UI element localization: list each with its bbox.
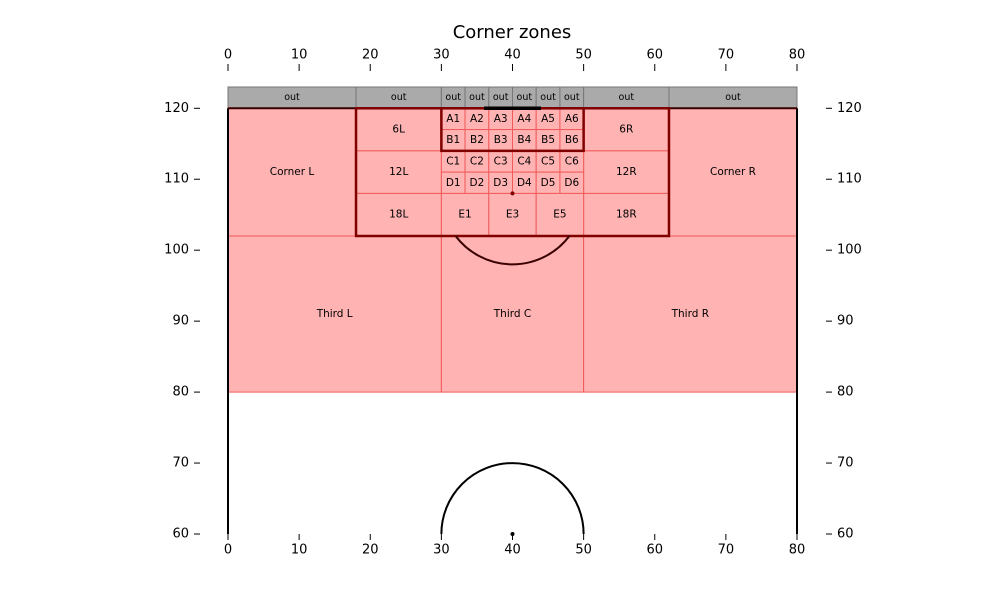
zone-label: Third C bbox=[493, 308, 531, 320]
y-tick-label: 60 bbox=[837, 527, 854, 542]
zone-label: A6 bbox=[565, 113, 579, 125]
x-tick-label: 50 bbox=[575, 48, 592, 63]
zone-label: C3 bbox=[494, 156, 508, 168]
zone-label: C2 bbox=[470, 156, 484, 168]
x-tick-label: 20 bbox=[362, 543, 379, 558]
zone-label: out bbox=[493, 92, 509, 103]
zone-label: D4 bbox=[517, 177, 532, 189]
zone-label: B5 bbox=[541, 134, 555, 146]
zone-label: D6 bbox=[564, 177, 579, 189]
x-tick-label: 60 bbox=[646, 543, 663, 558]
x-tick-label: 0 bbox=[224, 48, 232, 63]
zone-label: out bbox=[469, 92, 485, 103]
x-tick-label: 80 bbox=[789, 48, 806, 63]
zone bbox=[583, 107, 670, 152]
zone-label: A5 bbox=[541, 113, 555, 125]
zone-label: B4 bbox=[517, 134, 531, 146]
zone-label: C4 bbox=[517, 156, 531, 168]
chart-title: Corner zones bbox=[453, 22, 572, 43]
x-tick-label: 20 bbox=[362, 48, 379, 63]
zone-label: out bbox=[391, 92, 407, 103]
y-tick-label: 80 bbox=[837, 385, 854, 400]
zone-label: B2 bbox=[470, 134, 484, 146]
zone-label: B1 bbox=[446, 134, 460, 146]
zone-label: C6 bbox=[565, 156, 579, 168]
zone-label: out bbox=[540, 92, 556, 103]
zone-label: out bbox=[284, 92, 300, 103]
zone bbox=[583, 192, 670, 237]
zone-label: C1 bbox=[446, 156, 460, 168]
y-tick-label: 100 bbox=[837, 243, 862, 258]
zone-label: out bbox=[564, 92, 580, 103]
zone-label: E1 bbox=[458, 209, 471, 221]
x-tick-label: 10 bbox=[291, 48, 308, 63]
y-tick-label: 70 bbox=[837, 456, 854, 471]
y-tick-label: 80 bbox=[172, 385, 189, 400]
zone bbox=[227, 107, 357, 237]
zone bbox=[355, 150, 442, 194]
zone bbox=[355, 107, 442, 152]
x-tick-label: 70 bbox=[718, 48, 735, 63]
zone-label: D5 bbox=[541, 177, 556, 189]
zone-label: A2 bbox=[470, 113, 484, 125]
x-tick-label: 70 bbox=[718, 543, 735, 558]
zone-label: 12L bbox=[389, 166, 408, 178]
zone-label: D1 bbox=[446, 177, 461, 189]
zone-label: B6 bbox=[565, 134, 579, 146]
x-tick-label: 60 bbox=[646, 48, 663, 63]
zones bbox=[227, 86, 798, 393]
zone-label: out bbox=[619, 92, 635, 103]
zone-label: 6L bbox=[392, 124, 405, 136]
zone-label: 18L bbox=[389, 209, 408, 221]
y-tick-label: 90 bbox=[172, 314, 189, 329]
x-tick-label: 0 bbox=[224, 543, 232, 558]
zone-label: 18R bbox=[616, 209, 637, 221]
x-tick-label: 80 bbox=[789, 543, 806, 558]
zone-label: D3 bbox=[493, 177, 508, 189]
zone-label: out bbox=[445, 92, 461, 103]
x-tick-label: 40 bbox=[504, 543, 521, 558]
zone bbox=[583, 235, 798, 393]
penalty-spot bbox=[510, 191, 515, 196]
zone bbox=[227, 235, 442, 393]
x-tick-label: 10 bbox=[291, 543, 308, 558]
x-tick-label: 30 bbox=[433, 48, 450, 63]
zone-label: A4 bbox=[517, 113, 531, 125]
zone bbox=[440, 235, 585, 393]
y-tick-label: 90 bbox=[837, 314, 854, 329]
zone-label: Third R bbox=[671, 308, 709, 320]
pitch-lines bbox=[227, 106, 798, 536]
zone-label: Corner R bbox=[710, 166, 756, 178]
y-tick-label: 110 bbox=[164, 172, 189, 187]
y-tick-label: 60 bbox=[172, 527, 189, 542]
x-tick-label: 50 bbox=[575, 543, 592, 558]
x-tick-label: 30 bbox=[433, 543, 450, 558]
zone-label: C5 bbox=[541, 156, 555, 168]
zone-label: out bbox=[517, 92, 533, 103]
y-tick-label: 110 bbox=[837, 172, 862, 187]
x-tick-label: 40 bbox=[504, 48, 521, 63]
zone-label: 12R bbox=[616, 166, 637, 178]
axes: 0 0 10 10 20 20 30 30 40 40 50 50 60 60 70 70 80 80 60 60 70… bbox=[164, 48, 862, 558]
y-tick-label: 120 bbox=[837, 101, 862, 116]
zone-label: E5 bbox=[553, 209, 566, 221]
y-tick-label: 120 bbox=[164, 101, 189, 116]
y-tick-label: 70 bbox=[172, 456, 189, 471]
zone-label: A3 bbox=[494, 113, 508, 125]
zone-label: Third L bbox=[316, 308, 353, 320]
zone-label: D2 bbox=[470, 177, 485, 189]
zone-label: Corner L bbox=[270, 166, 315, 178]
y-tick-label: 100 bbox=[164, 243, 189, 258]
zone-label: out bbox=[725, 92, 741, 103]
centre-circle bbox=[440, 462, 585, 535]
zone-label: A1 bbox=[446, 113, 460, 125]
zone-label: 6R bbox=[619, 124, 633, 136]
penalty-arc bbox=[454, 235, 571, 266]
zone-label: E3 bbox=[506, 209, 519, 221]
zone-label: B3 bbox=[494, 134, 508, 146]
